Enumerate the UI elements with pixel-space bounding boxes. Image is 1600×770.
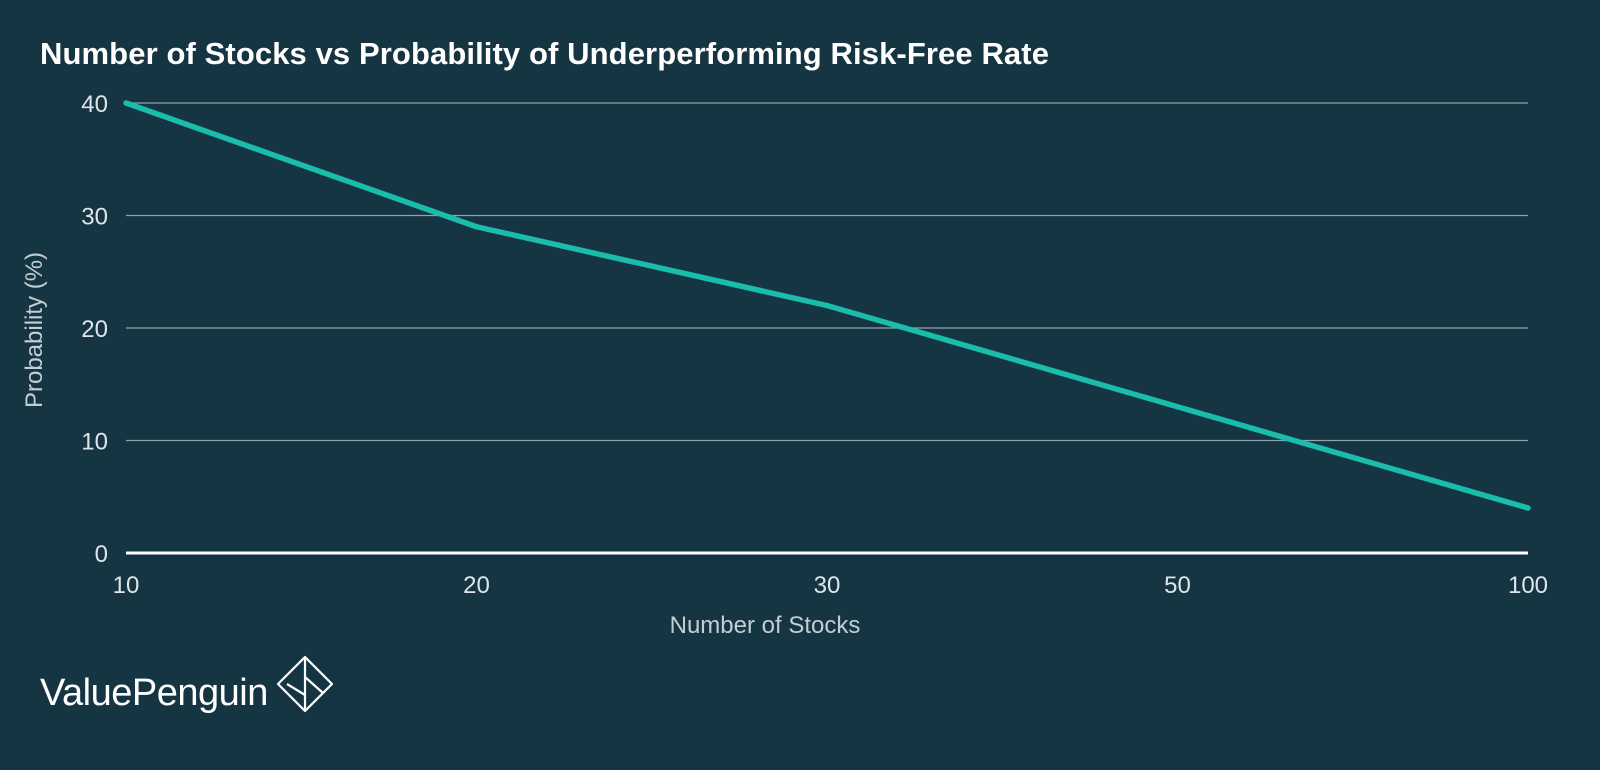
y-tick-label: 40 <box>81 91 108 118</box>
diamond-penguin-logo-icon <box>276 655 333 712</box>
y-tick-label: 30 <box>81 204 108 231</box>
y-tick-label: 10 <box>81 429 108 456</box>
y-axis-ticks: 0 10 20 30 40 <box>81 91 108 568</box>
data-point <box>1525 505 1531 511</box>
y-tick-label: 20 <box>81 316 108 343</box>
x-tick-label: 10 <box>113 572 140 599</box>
gridlines <box>126 102 1528 555</box>
data-point <box>473 224 480 230</box>
data-point <box>1174 404 1181 410</box>
x-tick-label: 50 <box>1164 572 1191 599</box>
data-point <box>123 100 129 106</box>
series-layer <box>123 100 1531 511</box>
x-tick-label: 100 <box>1508 572 1548 599</box>
brand-name: ValuePenguin <box>40 672 268 714</box>
x-axis-ticks: 10 20 30 50 100 <box>113 572 1548 599</box>
data-point <box>824 302 830 309</box>
y-tick-label: 0 <box>95 541 108 568</box>
brand-footer: ValuePenguin <box>40 655 334 715</box>
x-tick-label: 20 <box>463 572 490 599</box>
chart-title: Number of Stocks vs Probability of Under… <box>40 36 1050 71</box>
x-axis-title: Number of Stocks <box>670 612 861 639</box>
x-tick-label: 30 <box>814 572 841 599</box>
y-axis-title: Probability (%) <box>21 252 48 408</box>
